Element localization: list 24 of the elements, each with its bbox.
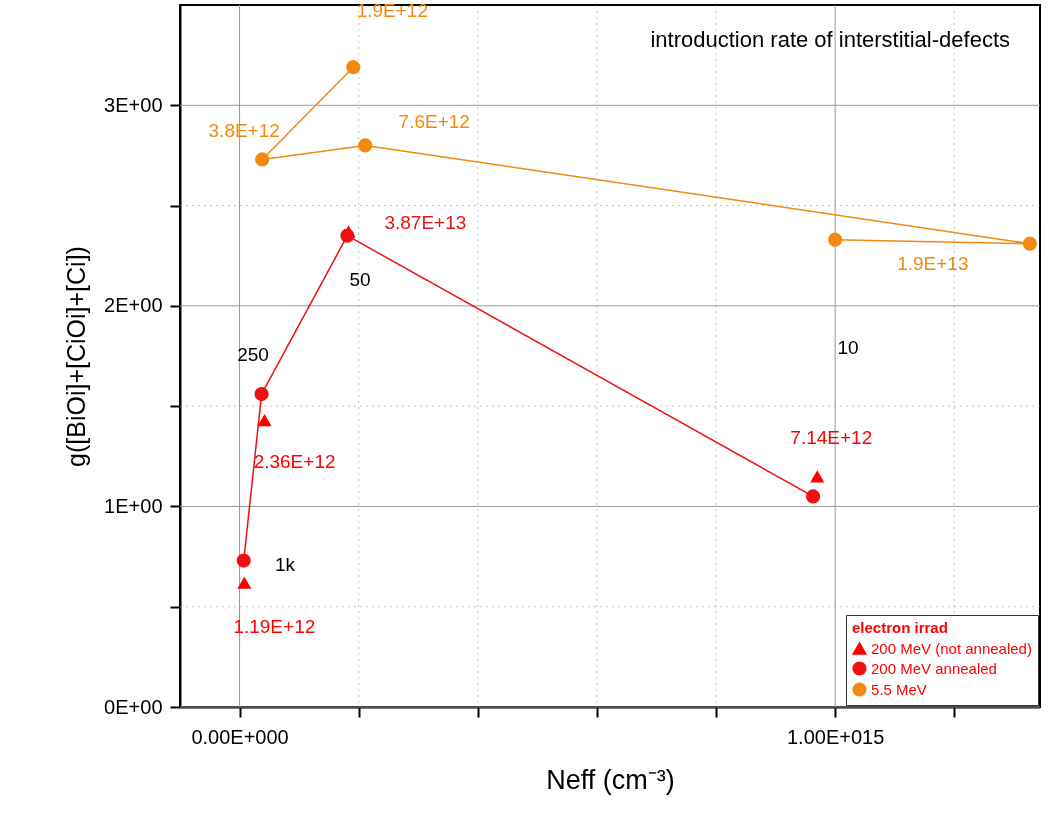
annotation: 1.9E+12 [356,0,428,22]
legend-title: electron irrad [852,619,948,636]
annotation: 7.14E+12 [790,427,873,449]
legend-label: 200 MeV annealed [871,659,997,677]
y-tick-label: 0E+00 [104,695,163,718]
y-tick-label: 2E+00 [104,294,163,317]
annotation: 1k [274,554,296,575]
annotation: 3.87E+13 [384,211,467,233]
annotation: 250 [237,344,269,365]
annotation: 7.6E+12 [398,111,470,133]
y-tick-label: 1E+00 [104,494,163,517]
legend-label: 5.5 MeV [871,680,927,698]
y-axis-title: g([BiOi]+[CiOi]+[Ci]) [62,246,91,467]
annotation: 1.19E+12 [233,615,316,637]
annotation: 50 [349,269,371,290]
annotation: introduction rate of interstitial-defects [650,27,1010,52]
x-tick-label: 1.00E+015 [786,725,885,748]
x-tick-label: 0.00E+000 [191,725,289,748]
annotation: 10 [837,337,859,358]
annotation: 3.8E+12 [208,120,280,142]
annotation: 1.9E+13 [897,252,969,274]
legend-label: 200 MeV (not annealed) [871,639,1032,657]
y-tick-label: 3E+00 [104,93,163,116]
x-axis-title: Neff (cm⁻³) [546,764,675,795]
